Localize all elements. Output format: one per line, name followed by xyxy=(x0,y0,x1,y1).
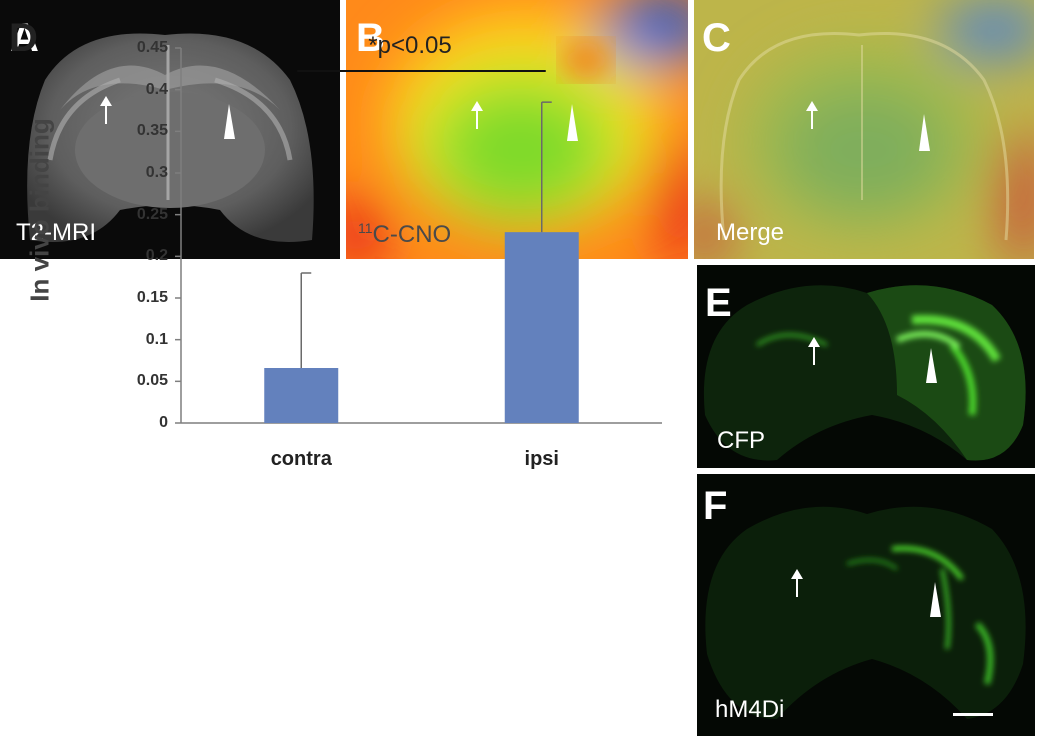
mri-brain-image xyxy=(27,33,314,243)
y-tick-label: 0 xyxy=(159,414,168,431)
y-tick-label: 0.1 xyxy=(145,330,168,348)
arrow-icon xyxy=(808,337,820,365)
panel-label-d: D xyxy=(9,16,38,60)
arrowhead-icon xyxy=(567,104,578,141)
x-tick-label-contra: contra xyxy=(270,448,332,470)
hm4di-fluorescence-image xyxy=(705,506,1026,719)
panel-a-t2-mri: A T2-MRI xyxy=(0,0,340,259)
arrowhead-icon xyxy=(224,104,235,139)
panel-caption-a: T2-MRI xyxy=(16,219,96,246)
panel-label-e: E xyxy=(705,281,732,325)
scale-bar xyxy=(953,713,993,716)
merge-image xyxy=(694,0,1034,259)
caption-superscript: 11 xyxy=(358,220,373,236)
panel-e-annotations xyxy=(808,337,937,383)
arrowhead-icon xyxy=(930,582,941,617)
panel-e-cfp: E CFP xyxy=(697,265,1035,468)
x-tick-label-ipsi: ipsi xyxy=(524,448,559,470)
panel-label-f: F xyxy=(703,484,728,528)
panel-label-a: A xyxy=(10,16,39,60)
arrow-icon xyxy=(471,101,483,129)
panel-c-annotations xyxy=(806,101,930,151)
cfp-fluorescence-image xyxy=(703,285,1026,461)
y-tick-label: 0.25 xyxy=(136,205,168,223)
y-tick-label: 0.4 xyxy=(145,80,168,98)
panel-b-annotations xyxy=(471,101,578,141)
arrow-icon xyxy=(806,101,818,129)
y-tick-label: 0.05 xyxy=(136,372,168,390)
arrow-icon xyxy=(100,96,112,124)
caption-main: C-CNO xyxy=(372,221,452,248)
panel-f-hm4di: F hM4Di xyxy=(697,474,1035,736)
panel-b-pet: B 11C-CNO xyxy=(346,0,688,259)
y-tick-label: 0.45 xyxy=(136,39,168,56)
panel-d-bar-chart: D In vivo binding *p<0.05 0 0.05 0.1 0.15 0.… xyxy=(0,0,690,472)
arrowhead-icon xyxy=(919,114,930,151)
panel-label-b: B xyxy=(356,16,385,60)
arrowhead-icon xyxy=(926,348,937,383)
y-tick-label: 0.2 xyxy=(145,247,168,265)
significance-label: *p<0.05 xyxy=(368,32,452,59)
panel-a-annotations xyxy=(100,96,235,139)
panel-caption-c: Merge xyxy=(716,219,785,246)
y-tick-label: 0.35 xyxy=(136,122,168,140)
panel-caption-e: CFP xyxy=(717,427,765,454)
bar-ipsi xyxy=(504,232,579,423)
panel-f-annotations xyxy=(791,569,941,617)
panel-caption-f: hM4Di xyxy=(715,696,785,723)
panel-label-c: C xyxy=(702,16,731,60)
panel-c-merge: C Merge xyxy=(694,0,1034,259)
bar-contra xyxy=(264,368,339,423)
arrow-icon xyxy=(791,569,803,597)
panel-caption-b: 11C-CNO xyxy=(358,221,451,247)
chart-plot-area xyxy=(175,47,662,424)
y-tick-label: 0.3 xyxy=(145,164,168,181)
y-tick-label: 0.15 xyxy=(136,289,168,306)
pet-heatmap-image xyxy=(346,0,688,259)
